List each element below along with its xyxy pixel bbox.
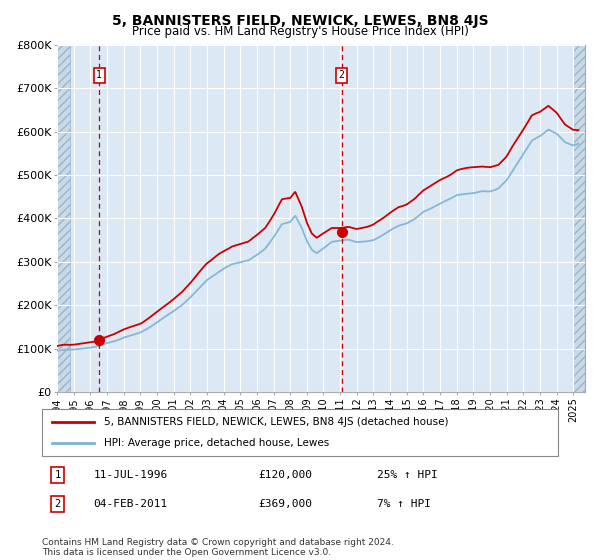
Text: HPI: Average price, detached house, Lewes: HPI: Average price, detached house, Lewe… <box>104 438 329 448</box>
Bar <box>574 45 585 392</box>
FancyBboxPatch shape <box>42 409 558 456</box>
Text: 1: 1 <box>55 470 61 480</box>
Text: 2: 2 <box>55 500 61 510</box>
Text: £369,000: £369,000 <box>259 500 313 510</box>
Text: 1: 1 <box>96 70 102 80</box>
Text: 5, BANNISTERS FIELD, NEWICK, LEWES, BN8 4JS: 5, BANNISTERS FIELD, NEWICK, LEWES, BN8 … <box>112 14 488 28</box>
Text: 25% ↑ HPI: 25% ↑ HPI <box>377 470 438 480</box>
Text: 2: 2 <box>339 70 344 80</box>
Text: 5, BANNISTERS FIELD, NEWICK, LEWES, BN8 4JS (detached house): 5, BANNISTERS FIELD, NEWICK, LEWES, BN8 … <box>104 417 448 427</box>
Text: 7% ↑ HPI: 7% ↑ HPI <box>377 500 431 510</box>
Text: 11-JUL-1996: 11-JUL-1996 <box>94 470 168 480</box>
Text: 04-FEB-2011: 04-FEB-2011 <box>94 500 168 510</box>
Text: £120,000: £120,000 <box>259 470 313 480</box>
Text: Price paid vs. HM Land Registry's House Price Index (HPI): Price paid vs. HM Land Registry's House … <box>131 25 469 38</box>
Text: Contains HM Land Registry data © Crown copyright and database right 2024.
This d: Contains HM Land Registry data © Crown c… <box>42 538 394 557</box>
Bar <box>57 45 70 392</box>
